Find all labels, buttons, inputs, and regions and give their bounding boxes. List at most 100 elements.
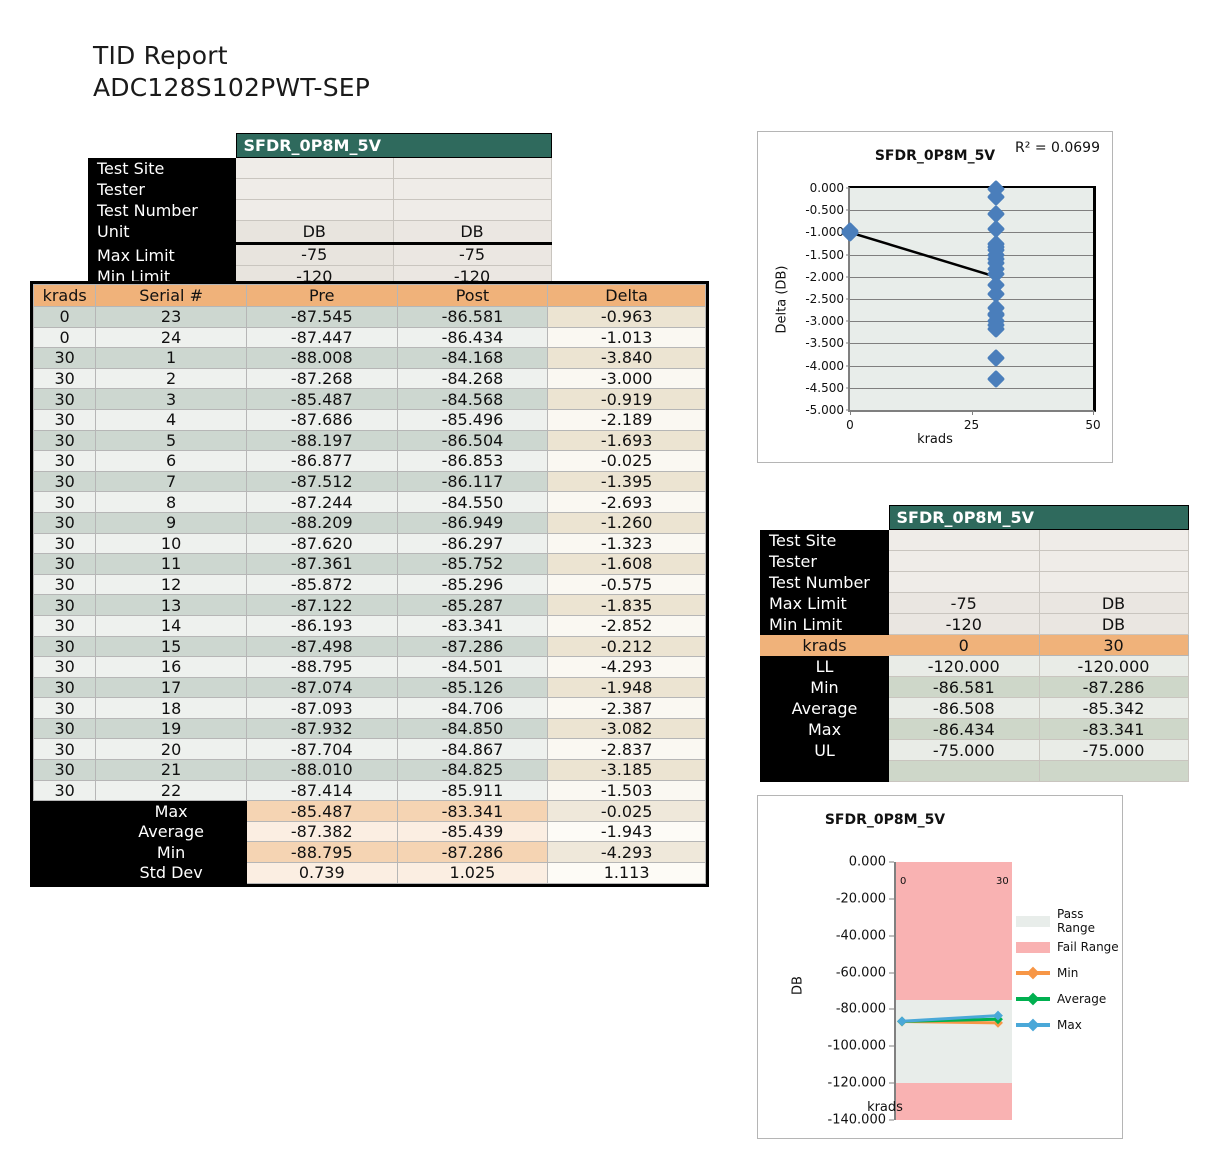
- legend-line-swatch: [1016, 992, 1050, 1006]
- y-axis-tick-label: 0.000: [809, 181, 844, 195]
- cell-krads: 30: [32, 594, 97, 616]
- range-y-tick-mark: [889, 1045, 894, 1047]
- stats-value-col2: -75.000: [1039, 739, 1189, 761]
- summary-row: Max -85.487 -83.341 -0.025: [32, 800, 706, 822]
- cell-pre: -85.487: [245, 388, 398, 410]
- y-axis-tick-label: -5.000: [805, 403, 844, 417]
- cell-pre: -88.008: [245, 347, 398, 369]
- cell-pre: -87.361: [245, 553, 398, 575]
- y-axis-tick-label: -4.000: [805, 358, 844, 373]
- limits-cell-col1: -75: [236, 241, 394, 266]
- cell-krads: 30: [32, 491, 97, 513]
- grid-line: [850, 299, 1093, 300]
- range-plot-area: 0.000 -20.000 -40.000 -60.000 -80.000 -100.00…: [828, 855, 1012, 1128]
- cell-delta: -0.212: [547, 635, 706, 658]
- stats-value-col1: -75.000: [889, 739, 1040, 761]
- cell-serial: 16: [95, 656, 247, 678]
- grid-line: [850, 343, 1093, 345]
- cell-post: -86.117: [396, 470, 549, 493]
- stats-info-row: Test Number: [760, 571, 1189, 593]
- cell-delta: -3.000: [547, 367, 706, 390]
- r-squared-annotation: R² = 0.0699: [1015, 140, 1100, 156]
- y-axis-tick-label: -4.500: [805, 380, 844, 395]
- cell-delta: -0.963: [547, 306, 706, 328]
- scatter-plot-area: 0.000 -0.500 -1.000 -1.500 -2.000 -2.500 -3.00…: [805, 179, 1101, 432]
- x-axis-tick-mark: [1093, 410, 1094, 415]
- y-axis-tick-mark: [846, 209, 850, 211]
- range-y-tick-label: -120.000: [827, 1075, 886, 1091]
- cell-pre: -88.197: [245, 429, 398, 452]
- cell-post: -86.853: [396, 450, 549, 472]
- stats-value-row: LL -120.000 -120.000: [760, 655, 1189, 677]
- stats-row-label: Test Number: [760, 571, 889, 593]
- cell-pre: -87.704: [245, 738, 398, 761]
- y-axis-tick-label: -2.000: [805, 269, 844, 284]
- range-y-tick-mark: [889, 1082, 894, 1084]
- cell-post: -87.286: [396, 635, 549, 658]
- stats-trailing-col2: [1039, 760, 1189, 782]
- scatter-x-axis-title: krads: [917, 432, 953, 447]
- stats-cell-col1: [889, 571, 1040, 593]
- limits-row-label: Tester: [88, 178, 236, 200]
- cell-serial: 7: [95, 470, 247, 493]
- summary-spacer: [32, 800, 97, 822]
- range-series-svg: [897, 1010, 1003, 1028]
- cell-post: -85.496: [396, 408, 549, 431]
- table-row: 30 3 -85.487 -84.568 -0.919: [32, 388, 706, 410]
- cell-krads: 30: [32, 738, 97, 761]
- summary-post: -85.439: [396, 820, 549, 843]
- summary-post: -87.286: [396, 841, 549, 864]
- limits-row-label: Unit: [88, 220, 236, 243]
- summary-row: Min -88.795 -87.286 -4.293: [32, 841, 706, 864]
- summary-row: Std Dev 0.739 1.025 1.113: [32, 862, 706, 884]
- cell-post: -84.850: [396, 717, 549, 740]
- limits-row-label: Test Number: [88, 199, 236, 221]
- cell-pre: -87.545: [245, 306, 398, 328]
- range-chart-legend: Pass Range Fail Range Min Average Max: [1016, 907, 1122, 1038]
- legend-item: Fail Range: [1016, 934, 1122, 960]
- cell-krads: 30: [32, 614, 97, 637]
- table-row: 30 2 -87.268 -84.268 -3.000: [32, 367, 706, 390]
- limits-row: Test Site: [88, 157, 552, 179]
- cell-serial: 17: [95, 676, 247, 699]
- stats-value-row: Min -86.581 -87.286: [760, 676, 1189, 698]
- table-row: 30 4 -87.686 -85.496 -2.189: [32, 408, 706, 431]
- range-y-tick-label: -80.000: [835, 1001, 886, 1017]
- table-row: 30 19 -87.932 -84.850 -3.082: [32, 717, 706, 740]
- cell-delta: -3.185: [547, 759, 706, 781]
- range-y-tick-label: -100.000: [827, 1038, 886, 1054]
- summary-label: Max: [95, 800, 247, 822]
- limits-row: Unit DB DB: [88, 220, 552, 244]
- table-row: 30 8 -87.244 -84.550 -2.693: [32, 491, 706, 513]
- cell-krads: 30: [32, 450, 97, 472]
- legend-label: Max: [1057, 1018, 1082, 1032]
- cell-serial: 2: [95, 367, 247, 390]
- legend-label: Average: [1057, 992, 1107, 1006]
- cell-delta: -2.852: [547, 614, 706, 637]
- stats-value-col2: -120.000: [1039, 655, 1189, 677]
- cell-krads: 30: [32, 573, 97, 596]
- limits-cell-col1: [236, 199, 394, 221]
- range-y-tick-label: -20.000: [835, 891, 886, 907]
- stats-value-col2: -87.286: [1039, 676, 1189, 698]
- range-x-tick-label: 30: [996, 876, 1009, 887]
- table-row: 30 17 -87.074 -85.126 -1.948: [32, 676, 706, 699]
- stats-trailing-col1: [889, 760, 1040, 782]
- cell-post: -85.296: [396, 573, 549, 596]
- table-row: 30 1 -88.008 -84.168 -3.840: [32, 347, 706, 369]
- stats-cell-col1: -120: [889, 613, 1040, 635]
- range-y-tick-label: -60.000: [835, 965, 886, 981]
- limits-title-row: SFDR_0P8M_5V: [88, 133, 552, 158]
- cell-pre: -87.074: [245, 676, 398, 699]
- cell-serial: 19: [95, 717, 247, 740]
- range-y-tick-mark: [889, 1119, 894, 1121]
- cell-pre: -86.193: [245, 614, 398, 637]
- table-row: 0 24 -87.447 -86.434 -1.013: [32, 326, 706, 349]
- summary-delta: -0.025: [547, 800, 706, 822]
- cell-delta: -1.693: [547, 429, 706, 452]
- cell-post: -84.568: [396, 388, 549, 410]
- stats-title-row: SFDR_0P8M_5V: [760, 505, 1189, 530]
- cell-krads: 30: [32, 408, 97, 431]
- table-row: 30 7 -87.512 -86.117 -1.395: [32, 470, 706, 493]
- legend-label: Pass Range: [1057, 907, 1096, 935]
